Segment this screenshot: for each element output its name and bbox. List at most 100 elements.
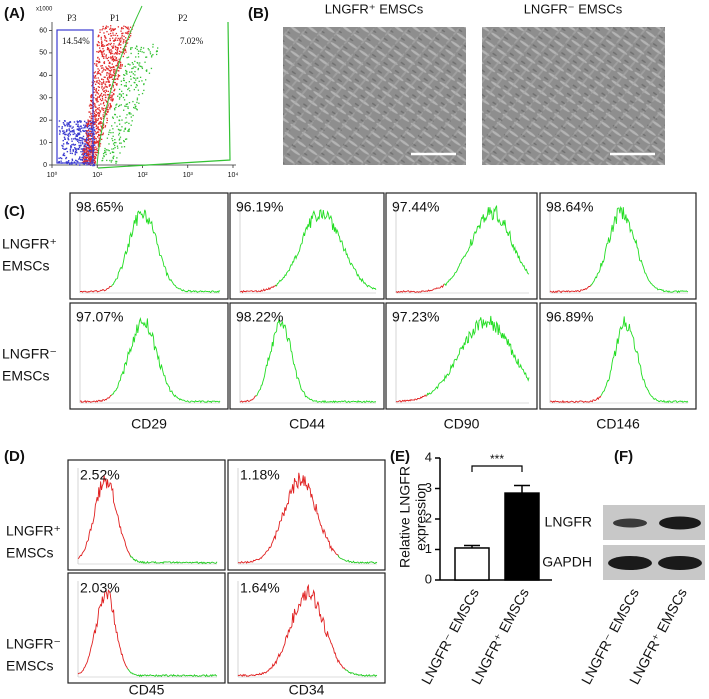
event bbox=[96, 81, 98, 83]
event bbox=[111, 37, 114, 39]
event bbox=[107, 104, 109, 106]
event bbox=[95, 125, 97, 128]
event bbox=[106, 77, 109, 80]
event bbox=[132, 114, 134, 117]
event bbox=[91, 140, 93, 142]
event bbox=[83, 152, 86, 154]
band bbox=[613, 518, 647, 528]
event bbox=[102, 126, 105, 129]
event bbox=[108, 51, 111, 53]
event bbox=[77, 140, 79, 142]
event bbox=[87, 123, 90, 125]
event bbox=[90, 128, 92, 130]
event bbox=[104, 151, 106, 154]
event bbox=[84, 139, 86, 141]
event bbox=[106, 113, 108, 116]
histogram-curve bbox=[600, 316, 689, 404]
event bbox=[78, 133, 81, 135]
event bbox=[78, 158, 80, 160]
histogram-frame bbox=[227, 459, 386, 571]
event bbox=[86, 124, 88, 126]
event bbox=[86, 130, 88, 132]
event bbox=[91, 151, 93, 154]
event bbox=[85, 158, 87, 161]
event bbox=[107, 47, 109, 49]
event bbox=[117, 147, 119, 149]
event bbox=[136, 101, 138, 104]
event bbox=[89, 122, 92, 125]
micrograph-texture bbox=[283, 27, 466, 165]
event bbox=[97, 126, 99, 128]
event bbox=[129, 75, 132, 77]
event bbox=[87, 145, 90, 147]
event bbox=[94, 83, 97, 86]
event bbox=[108, 62, 110, 65]
event bbox=[91, 150, 93, 152]
marker-label: CD146 bbox=[596, 416, 640, 432]
x-tick-label: 10³ bbox=[183, 172, 194, 179]
event bbox=[130, 47, 132, 49]
event bbox=[123, 39, 125, 41]
event bbox=[85, 132, 87, 134]
event bbox=[128, 101, 131, 104]
event bbox=[88, 111, 90, 113]
row-label: LNGFR⁻ bbox=[6, 636, 61, 652]
event bbox=[95, 124, 98, 126]
event bbox=[90, 117, 92, 119]
event bbox=[98, 122, 100, 124]
event bbox=[128, 87, 130, 89]
event bbox=[90, 164, 92, 166]
event bbox=[104, 86, 106, 88]
event bbox=[105, 96, 107, 99]
gate-percent: 7.02% bbox=[180, 36, 204, 46]
panel-label: (D) bbox=[4, 448, 25, 465]
event bbox=[85, 154, 87, 157]
event bbox=[89, 130, 92, 132]
event bbox=[121, 64, 123, 66]
event bbox=[65, 147, 68, 150]
event bbox=[86, 136, 88, 138]
event bbox=[105, 100, 108, 102]
event bbox=[80, 121, 82, 123]
event bbox=[114, 28, 116, 30]
event bbox=[61, 126, 63, 128]
event bbox=[115, 32, 118, 35]
event bbox=[102, 67, 104, 69]
event bbox=[101, 43, 103, 45]
event bbox=[113, 28, 116, 30]
event bbox=[117, 95, 119, 97]
event bbox=[103, 53, 105, 55]
event bbox=[120, 47, 122, 49]
event bbox=[134, 47, 137, 49]
event bbox=[93, 159, 96, 161]
event bbox=[119, 37, 121, 39]
event bbox=[106, 74, 108, 76]
event bbox=[69, 163, 71, 166]
event bbox=[92, 164, 94, 167]
event bbox=[135, 79, 137, 81]
event bbox=[81, 153, 83, 156]
event bbox=[119, 136, 122, 138]
event bbox=[112, 156, 114, 159]
event bbox=[105, 113, 107, 115]
event bbox=[117, 78, 119, 80]
event bbox=[67, 137, 69, 139]
event bbox=[101, 107, 103, 109]
event bbox=[80, 142, 82, 144]
event bbox=[121, 146, 123, 148]
event bbox=[134, 103, 136, 106]
event bbox=[125, 84, 127, 87]
event bbox=[84, 126, 86, 128]
event bbox=[112, 40, 115, 42]
event bbox=[115, 83, 117, 85]
event bbox=[85, 122, 87, 124]
event bbox=[95, 157, 97, 159]
event bbox=[79, 130, 81, 132]
event bbox=[83, 160, 85, 162]
event bbox=[102, 79, 105, 81]
event bbox=[111, 98, 113, 101]
event bbox=[94, 131, 96, 133]
y-tick-label: 50 bbox=[39, 50, 47, 57]
event bbox=[90, 147, 92, 149]
event bbox=[101, 122, 103, 124]
